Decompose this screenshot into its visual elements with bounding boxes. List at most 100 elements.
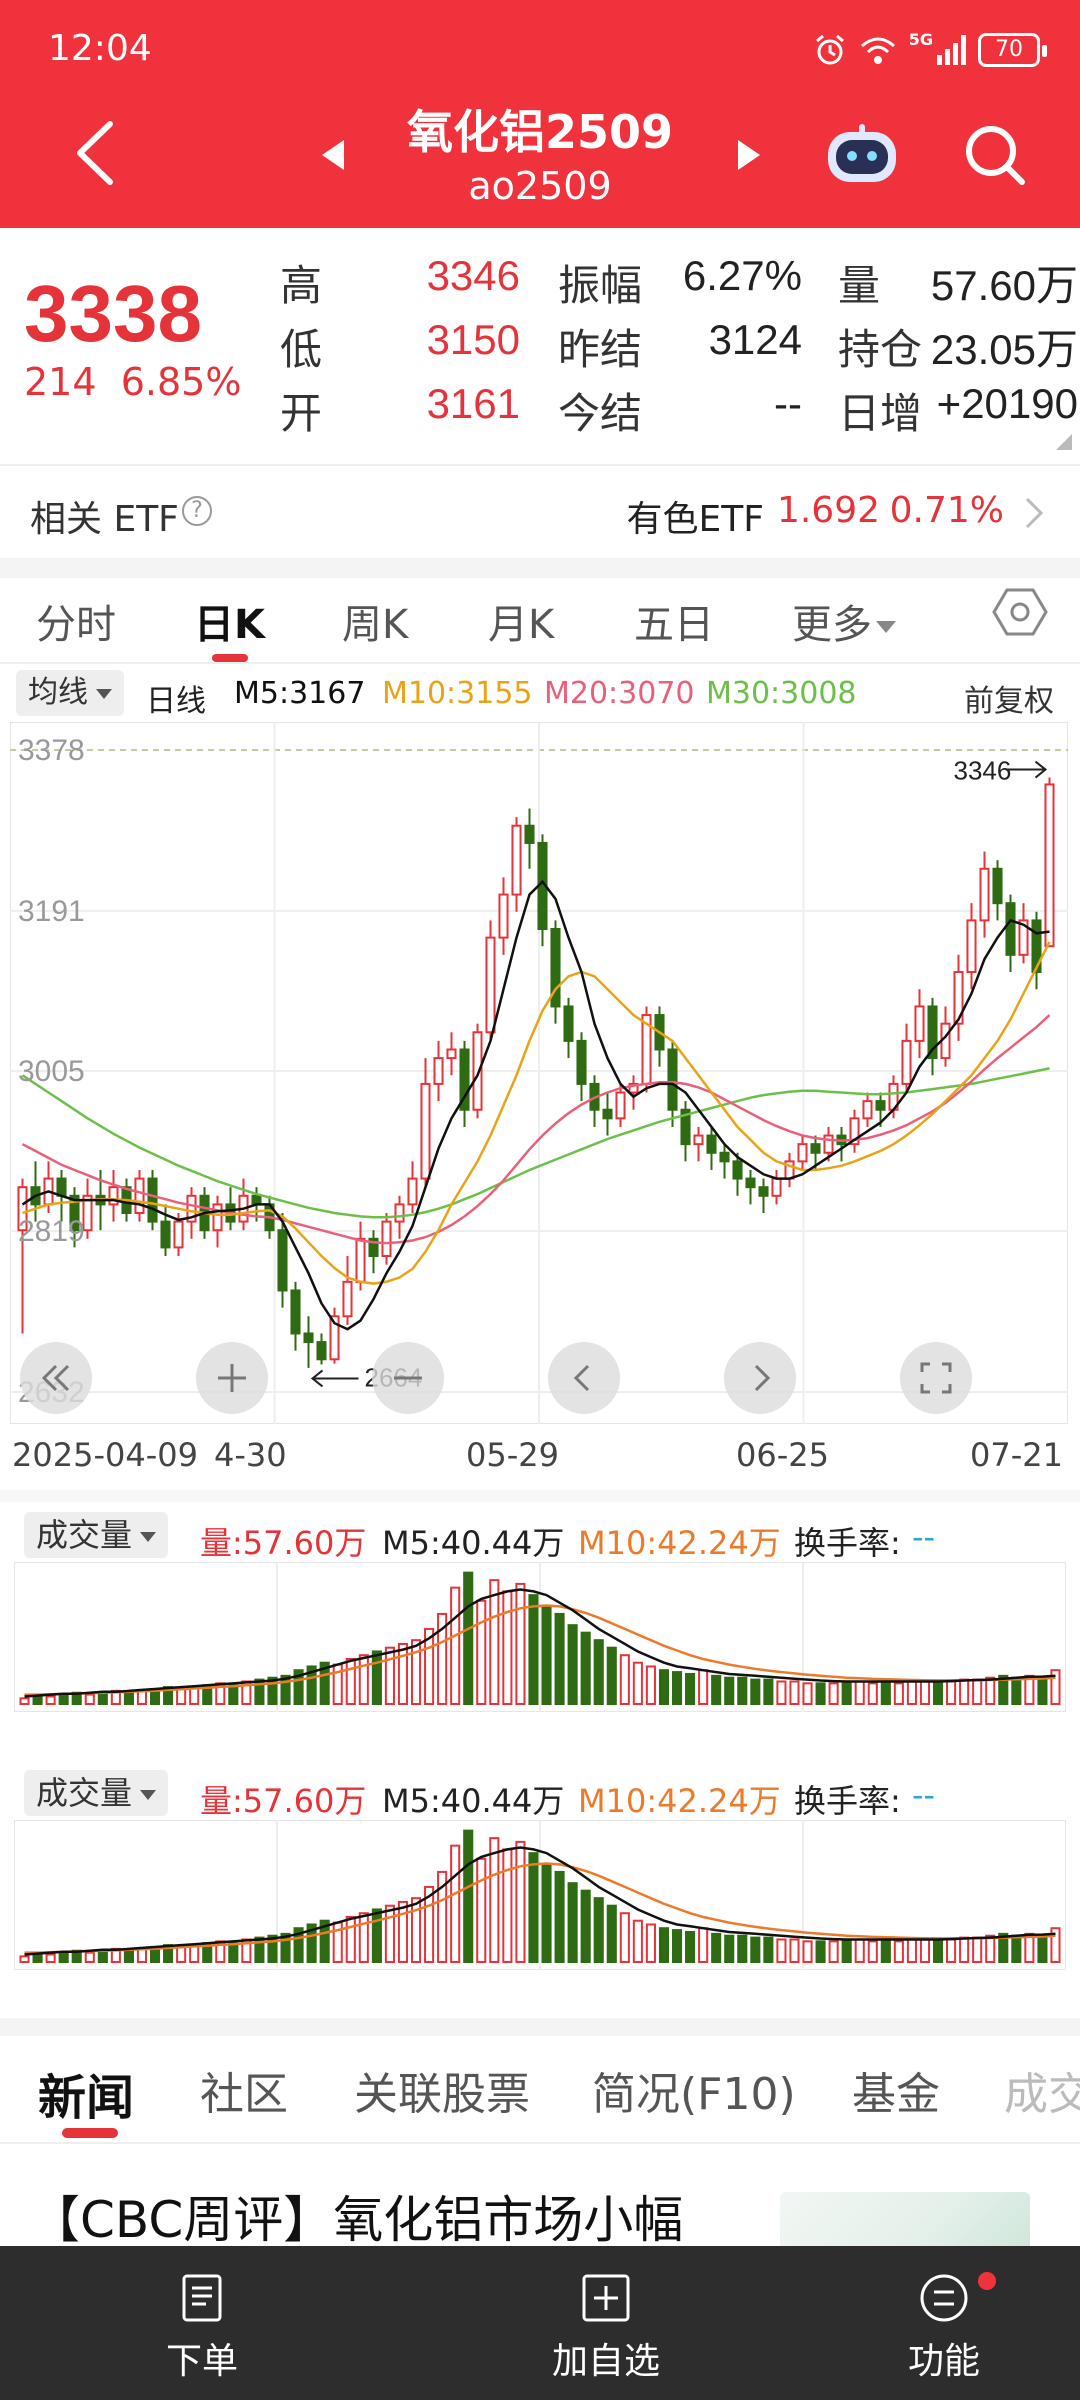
volume-bar <box>906 1680 917 1705</box>
active-tab-indicator <box>62 2128 118 2138</box>
candle <box>381 1220 392 1258</box>
related-etf-row[interactable]: 相关 ETF ? 有色ETF 1.692 0.71% <box>0 464 1080 558</box>
open-value: 3161 <box>426 380 520 427</box>
volume-chart-2[interactable] <box>14 1820 1066 1970</box>
volume-bar <box>554 1612 565 1705</box>
adjust-mode[interactable]: 前复权 <box>964 684 1054 719</box>
volume-value: 量:57.60万 <box>200 1524 367 1562</box>
volume-bar <box>541 1863 552 1963</box>
volume-bar <box>789 1938 800 1963</box>
candle <box>251 1194 262 1206</box>
candle <box>147 1177 158 1223</box>
volume-selector[interactable]: 成交量 <box>24 1512 169 1558</box>
candle <box>615 1091 626 1120</box>
ma5-line <box>21 879 1050 1331</box>
price-change: 214 6.85% <box>24 360 241 404</box>
settings-icon[interactable] <box>992 584 1048 640</box>
expand-corner-icon[interactable] <box>1056 434 1072 450</box>
volume-bar <box>932 1680 944 1705</box>
candlestick-chart[interactable]: 3378319130052819263233462664 <box>10 722 1068 1424</box>
volume-bar <box>19 1955 30 1964</box>
scroll-left-button[interactable] <box>548 1342 620 1414</box>
volume-bar <box>632 1919 643 1964</box>
tab-five-day[interactable]: 五日 <box>634 602 714 648</box>
caret-down-icon <box>140 1790 157 1800</box>
volume-bar <box>1050 1669 1061 1706</box>
volume-bar <box>136 1689 148 1706</box>
zoom-in-button[interactable] <box>196 1342 268 1414</box>
volume-selector[interactable]: 成交量 <box>24 1770 169 1816</box>
volume-bar <box>450 1844 461 1963</box>
volume-bar <box>228 1684 239 1705</box>
tab-community[interactable]: 社区 <box>200 2069 288 2120</box>
volume-bar <box>880 1682 891 1706</box>
tab-daily-k[interactable]: 日K <box>194 602 265 648</box>
volume-chart-1[interactable] <box>14 1562 1066 1712</box>
vol_m10-line <box>24 1604 1056 1696</box>
candle <box>108 1186 119 1206</box>
search-icon[interactable] <box>962 122 1028 188</box>
volume-bar <box>410 1639 422 1705</box>
candle <box>927 1005 938 1060</box>
status-bar: 12:04 5G 70 <box>0 0 1080 100</box>
candle <box>173 1220 184 1249</box>
volume-bar <box>1050 1927 1061 1964</box>
ma-selector[interactable]: 均线 <box>16 670 124 716</box>
next-contract-icon[interactable] <box>734 138 764 172</box>
turnover-label: 换手率: <box>794 1782 901 1820</box>
news-headline[interactable]: 【CBC周评】氧化铝市场小幅 <box>30 2191 684 2249</box>
assistant-robot-icon[interactable] <box>824 122 900 186</box>
volume-bar <box>593 1897 604 1963</box>
candle <box>485 936 496 1034</box>
caret-down-icon <box>876 621 896 633</box>
volume-bar <box>136 1947 148 1964</box>
x-label: 2025-04-09 <box>12 1436 198 1474</box>
volume-bar <box>345 1657 356 1705</box>
volume-bar <box>658 1927 670 1964</box>
tab-news[interactable]: 新闻 <box>38 2070 135 2126</box>
volume-bar <box>580 1631 591 1705</box>
volume-bar <box>946 1938 957 1963</box>
tab-monthly-k[interactable]: 月K <box>488 602 555 648</box>
volume-bar <box>32 1695 43 1705</box>
volume-bar <box>567 1882 578 1964</box>
tab-related-stocks[interactable]: 关联股票 <box>354 2069 530 2120</box>
zoom-out-button[interactable] <box>372 1342 444 1414</box>
page-subtitle: ao2509 <box>468 164 612 208</box>
prev-contract-icon[interactable] <box>318 138 348 172</box>
tab-intraday[interactable]: 分时 <box>36 602 116 648</box>
ma-indicator-bar: 均线 日线 M5:3167 M10:3155 M20:3070 M30:3008… <box>0 666 1080 722</box>
volume-bar <box>750 1678 761 1705</box>
help-icon[interactable]: ? <box>182 496 212 526</box>
page-title: 氧化铝2509 <box>406 105 674 159</box>
back-icon[interactable] <box>72 120 118 186</box>
scroll-right-button[interactable] <box>724 1342 796 1414</box>
add-watchlist-button[interactable]: 加自选 <box>526 2270 686 2384</box>
tab-trades[interactable]: 成交 <box>1004 2069 1080 2120</box>
amplitude-label: 振幅 <box>558 261 643 310</box>
chart-period-tabs: 分时 日K 周K 月K 五日 更多 <box>0 578 1080 664</box>
vol_m5-line <box>24 1588 1056 1698</box>
order-button[interactable]: 下单 <box>122 2270 282 2384</box>
candle <box>797 1143 808 1163</box>
tab-weekly-k[interactable]: 周K <box>342 602 409 648</box>
fullscreen-button[interactable] <box>900 1342 972 1414</box>
candle <box>212 1203 223 1232</box>
y-axis-label: 3005 <box>18 1055 85 1088</box>
news-thumbnail[interactable] <box>780 2192 1030 2252</box>
volume-bar <box>463 1571 474 1705</box>
tab-profile-f10[interactable]: 简况(F10) <box>592 2069 796 2120</box>
volume-bar <box>985 1934 996 1963</box>
volume-bar <box>502 1590 513 1705</box>
y-axis-label: 3378 <box>18 734 85 767</box>
functions-button[interactable]: 功能 <box>864 2270 1024 2384</box>
candle <box>446 1048 457 1060</box>
candle <box>433 1057 444 1085</box>
y-axis-label: 3191 <box>18 895 85 928</box>
tab-funds[interactable]: 基金 <box>852 2069 940 2120</box>
candle <box>914 1005 925 1042</box>
volume-m10: M10:42.24万 <box>578 1782 781 1820</box>
tab-more[interactable]: 更多 <box>792 592 896 650</box>
volume-m5: M5:40.44万 <box>382 1524 565 1562</box>
scroll-left-fast-button[interactable] <box>20 1342 92 1414</box>
